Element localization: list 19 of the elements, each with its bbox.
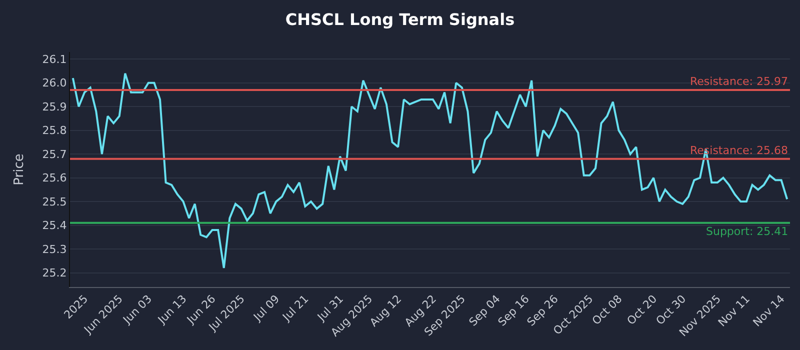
y-axis-title: Price	[12, 154, 28, 186]
y-tick-label: 25.5	[42, 195, 67, 208]
y-tick-label: 25.2	[42, 266, 67, 280]
ref-line-label: Resistance: 25.68	[690, 144, 788, 157]
chart-title: CHSCL Long Term Signals	[285, 10, 515, 30]
x-tick-label: Jul 21	[280, 292, 312, 324]
y-tick-label: 26.1	[42, 52, 67, 66]
x-tick-label: Jul 09	[250, 292, 282, 324]
ref-line-label: Support: 25.41	[706, 225, 788, 238]
ref-line-label: Resistance: 25.97	[690, 75, 788, 88]
y-tick-label: 25.6	[42, 172, 67, 185]
y-tick-label: 25.7	[42, 148, 67, 161]
y-tick-label: 25.9	[42, 100, 67, 114]
y-tick-label: 26.0	[42, 76, 67, 90]
y-tick-label: 25.4	[42, 219, 67, 232]
line-series	[72, 72, 788, 270]
y-tick-label: 25.8	[42, 124, 67, 138]
y-tick-label: 25.3	[42, 242, 67, 256]
x-tick-label: Nov 14	[750, 292, 788, 330]
